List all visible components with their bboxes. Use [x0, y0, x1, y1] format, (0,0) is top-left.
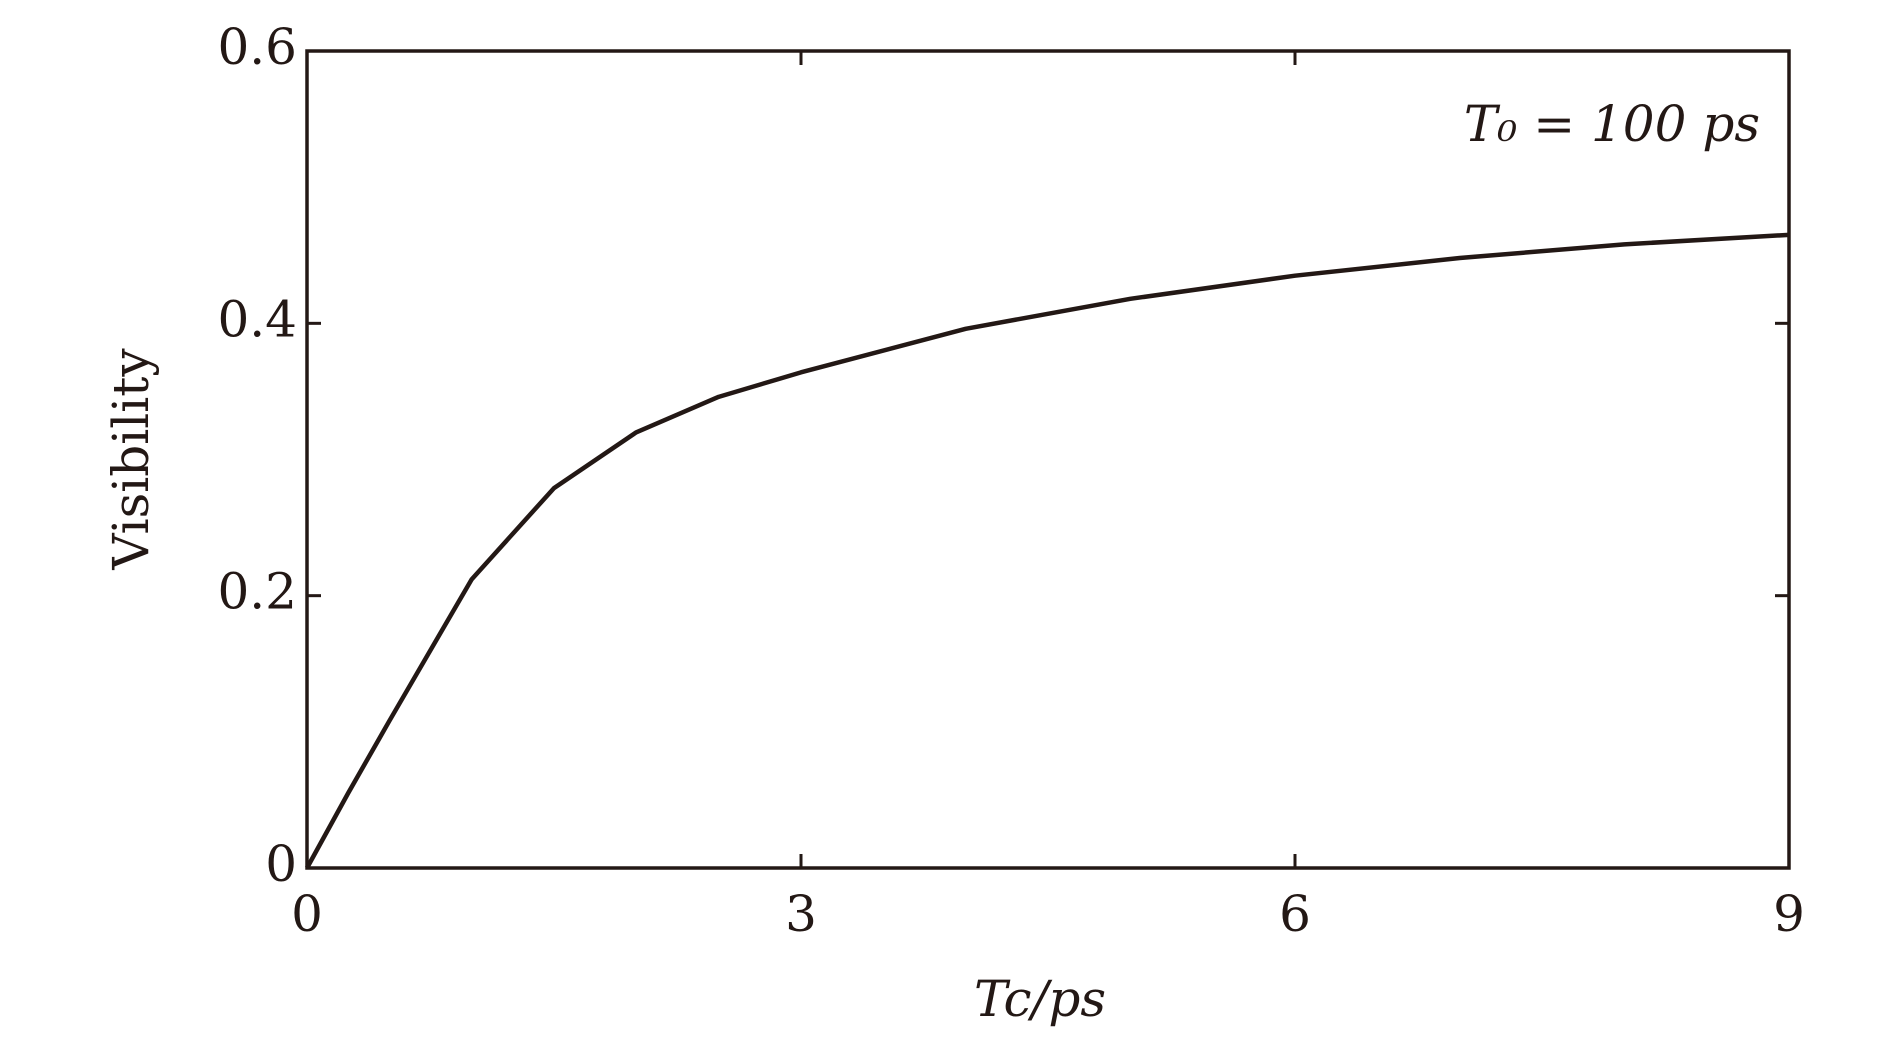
plot-frame	[305, 49, 1791, 870]
x-tick-label: 6	[1279, 885, 1311, 943]
x-tick-label: 3	[785, 885, 817, 943]
y-tick-label: 0.2	[217, 563, 297, 621]
line	[305, 232, 1790, 870]
y-tick-label: 0.6	[217, 18, 297, 76]
y-tick-label: 0.4	[217, 290, 297, 348]
annotation: T₀ = 100 ps	[1464, 95, 1760, 153]
x-tick-label: 0	[291, 885, 323, 943]
y-tick-label: 0	[265, 835, 297, 893]
x-tick-label: 9	[1773, 885, 1805, 943]
x-axis-label: Tc/ps	[974, 970, 1106, 1028]
y-axis-label: Visibility	[102, 348, 160, 571]
